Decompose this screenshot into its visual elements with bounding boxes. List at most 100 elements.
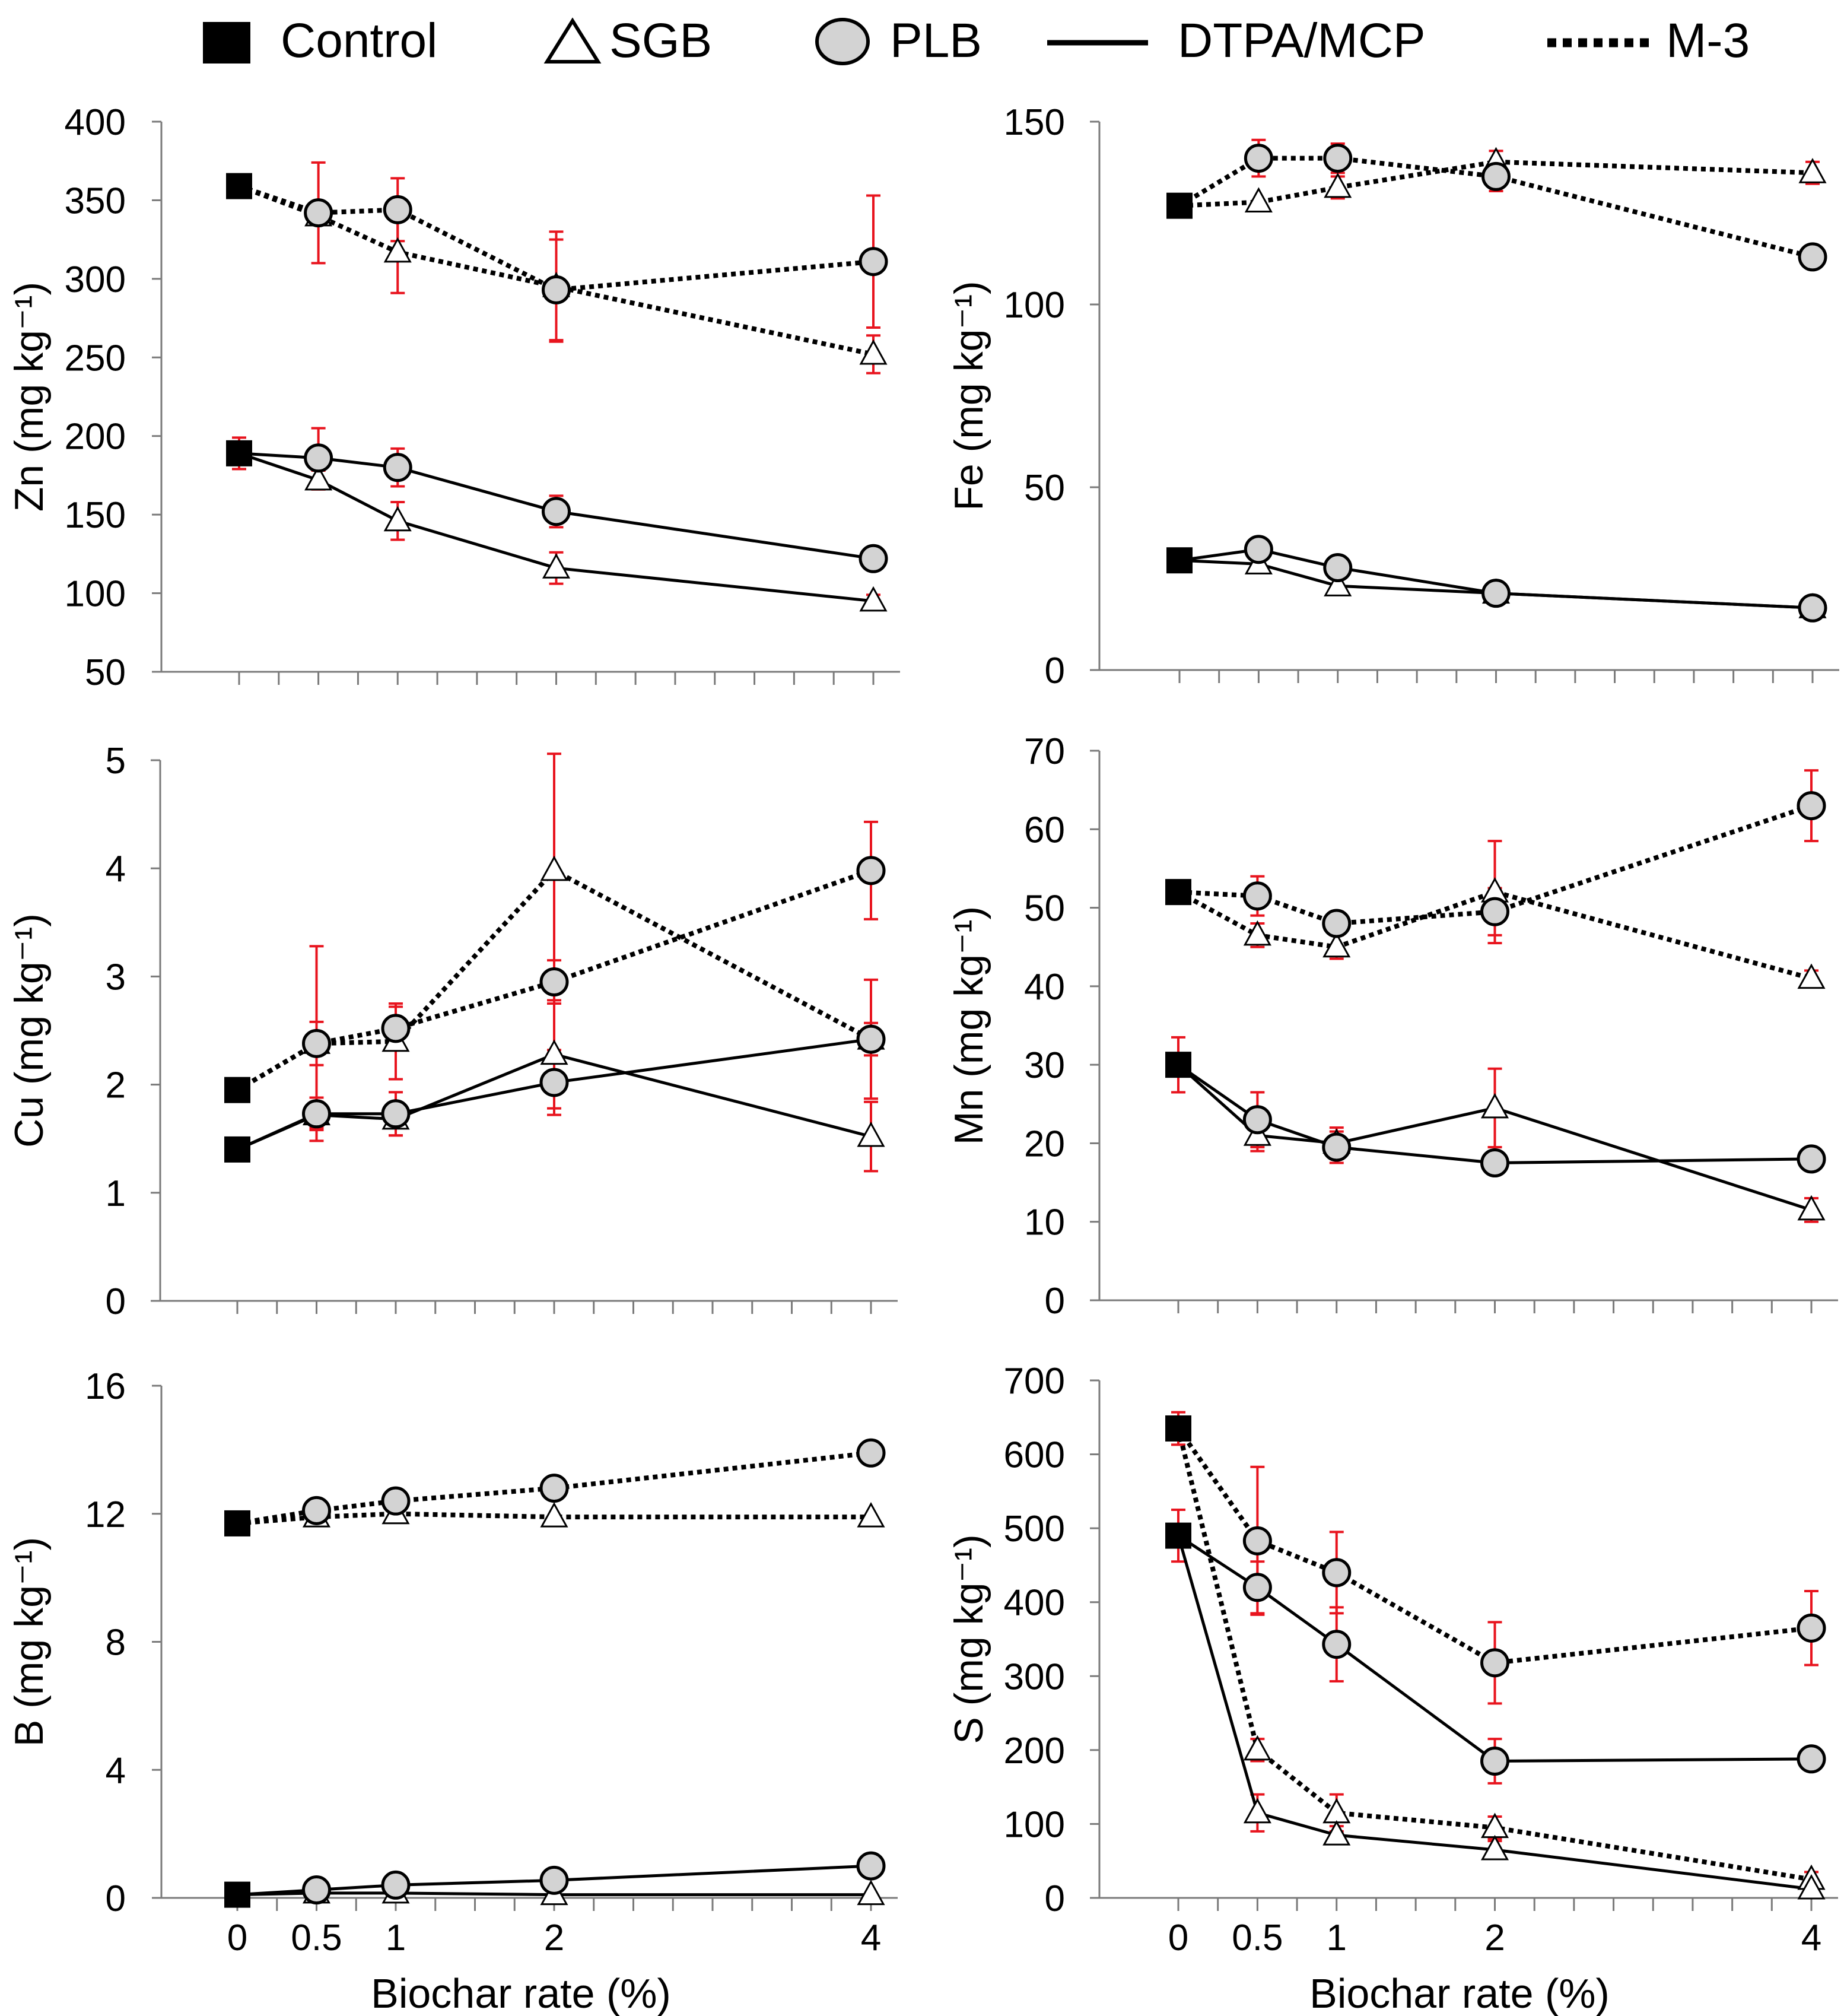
plb-point: [1242, 1526, 1272, 1555]
plb-point: [856, 856, 886, 885]
series-line-sgb-m3: [237, 1511, 871, 1526]
y-tick-label: 70: [1024, 731, 1065, 772]
control-point: [1165, 879, 1191, 906]
plb-point: [1798, 242, 1827, 272]
plb-point: [859, 544, 888, 573]
sgb-point: [1324, 571, 1352, 596]
x-tick-label: 4: [861, 1917, 881, 1958]
y-axis-title: Mn (mg kg⁻¹): [946, 906, 991, 1145]
y-tick-label: 50: [1024, 468, 1065, 509]
legend: Control SGB PLB DTPA/MCP M-3: [203, 14, 1750, 68]
y-tick-label: 2: [106, 1065, 126, 1106]
plb-point: [302, 1875, 331, 1905]
y-tick-label: 10: [1024, 1202, 1065, 1243]
sgb-point: [857, 1880, 885, 1906]
y-tick-label: 150: [1004, 102, 1065, 143]
legend-sgb-marker: [543, 17, 602, 64]
legend-plb-label: PLB: [890, 14, 982, 68]
y-tick-label: 20: [1024, 1123, 1065, 1164]
plb-point: [1797, 1613, 1826, 1643]
plb-point: [383, 453, 412, 482]
legend-control-marker: [203, 22, 250, 64]
sgb-point: [1797, 1195, 1826, 1221]
plb-point: [1242, 881, 1272, 911]
control-point: [1166, 547, 1193, 574]
legend-m3-label: M-3: [1666, 14, 1750, 68]
sgb-point: [1324, 172, 1352, 198]
y-axis-title: S (mg kg⁻¹): [946, 1534, 991, 1744]
legend-sgb-label: SGB: [609, 14, 712, 68]
plb-point: [542, 275, 571, 304]
sgb-point: [1243, 1798, 1271, 1824]
x-tick-label: 0: [1168, 1917, 1188, 1958]
y-axis-title: Cu (mg kg⁻¹): [7, 913, 52, 1148]
plb-point: [856, 1851, 886, 1881]
panel-zn: 50 100 150 200 250 300 350 400 Zn (mg kg⁻¹): [7, 102, 900, 693]
plb-point: [302, 1496, 331, 1525]
plb-point: [539, 1474, 569, 1503]
sgb-point: [1798, 158, 1827, 183]
sgb-point: [859, 586, 888, 612]
y-tick-label: 600: [1004, 1435, 1065, 1476]
y-tick-label: 0: [106, 1281, 126, 1322]
plb-point: [1481, 579, 1511, 608]
y-tick-label: 100: [65, 574, 126, 615]
x-tick-label: 0: [227, 1917, 247, 1958]
sgb-point: [1243, 1735, 1271, 1761]
plb-point: [1244, 535, 1273, 564]
sgb-point: [540, 1502, 568, 1528]
plb-point: [381, 1486, 411, 1516]
y-tick-label: 150: [65, 495, 126, 536]
y-tick-label: 4: [106, 849, 126, 890]
sgb-point: [304, 465, 333, 491]
sgb-point: [383, 506, 412, 532]
control-point: [1165, 1052, 1191, 1078]
plb-point: [1798, 593, 1827, 623]
plb-point: [1242, 1105, 1272, 1135]
y-tick-label: 1: [106, 1173, 126, 1214]
plb-point: [539, 1865, 569, 1895]
y-tick-label: 400: [1004, 1583, 1065, 1624]
plb-point: [859, 247, 888, 277]
legend-plb-marker: [815, 18, 870, 65]
sgb-point: [1480, 1093, 1509, 1119]
y-tick-label: 0: [1045, 1281, 1065, 1322]
x-axis-title-right: Biochar rate (%): [1309, 1970, 1610, 2016]
x-tick-label: 1: [386, 1917, 406, 1958]
y-tick-label: 0: [1045, 650, 1065, 691]
sgb-point: [859, 339, 888, 365]
plb-point: [1797, 1144, 1826, 1174]
plb-point: [1322, 1630, 1352, 1659]
sgb-point: [1322, 932, 1351, 958]
legend-dtpa-label: DTPA/MCP: [1178, 14, 1426, 68]
plb-point: [381, 1099, 411, 1129]
panel-cu: 0 1 2 3 4 5 Cu (mg kg⁻¹): [7, 741, 898, 1322]
control-point: [1165, 1522, 1191, 1549]
plb-point: [1480, 897, 1509, 926]
y-tick-label: 30: [1024, 1045, 1065, 1086]
y-tick-label: 300: [1004, 1656, 1065, 1697]
y-tick-label: 700: [1004, 1361, 1065, 1402]
plb-point: [542, 497, 571, 526]
y-tick-label: 250: [65, 338, 126, 379]
plb-point: [1481, 161, 1511, 191]
plb-point: [1480, 1747, 1509, 1776]
plb-point: [1322, 1558, 1352, 1588]
sgb-point: [1797, 963, 1826, 989]
plb-point: [302, 1028, 331, 1058]
x-tick-label: 0.5: [1232, 1917, 1283, 1958]
x-axis-title-left: Biochar rate (%): [371, 1970, 671, 2016]
panel-mn: 0 10 20 30 40 50 60 70 Mn (mg kg⁻¹): [946, 731, 1838, 1322]
y-tick-label: 500: [1004, 1509, 1065, 1550]
x-tick-label: 1: [1327, 1917, 1347, 1958]
y-tick-label: 40: [1024, 967, 1065, 1008]
plb-point: [1322, 909, 1352, 938]
control-point: [1166, 192, 1193, 219]
plb-point: [856, 1024, 886, 1054]
y-tick-label: 400: [65, 102, 126, 143]
plb-point: [381, 1870, 411, 1900]
y-axis-title: Fe (mg kg⁻¹): [946, 281, 991, 510]
y-tick-label: 12: [85, 1494, 126, 1535]
y-tick-label: 0: [1045, 1878, 1065, 1919]
